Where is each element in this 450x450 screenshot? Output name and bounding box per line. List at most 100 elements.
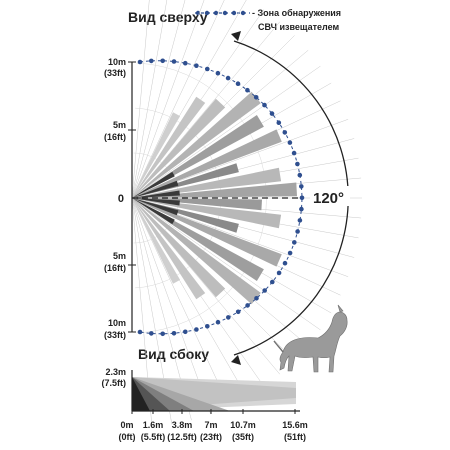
side-x-label-3-8m: 3.8m — [172, 420, 193, 430]
detection-zone-dot — [137, 329, 143, 335]
detection-zone-dot — [295, 161, 300, 167]
y-label-5m-bottom: 5m — [113, 251, 126, 261]
pir-detection-beams — [132, 91, 297, 305]
side-height-meters: 2.3m — [105, 367, 126, 377]
detection-zone-dot — [235, 309, 241, 315]
detection-zone-dot — [276, 120, 282, 125]
detection-zone-dot — [299, 195, 305, 201]
detection-zone-dot — [297, 218, 303, 223]
pir-beam — [132, 91, 261, 198]
detection-zone-dot — [297, 172, 303, 178]
detection-zone-dot — [205, 66, 210, 72]
side-x-label-0m: 0m — [120, 420, 133, 430]
side-x-label-5-5ft: (5.5ft) — [141, 432, 166, 442]
detection-zone-dot — [245, 87, 250, 93]
side-x-label-12-5ft: (12.5ft) — [167, 432, 197, 442]
detection-zone-dot — [171, 331, 177, 336]
side-x-label-23ft: (23ft) — [200, 432, 222, 442]
detection-zone-dot — [183, 329, 188, 335]
detection-zone-dot — [270, 279, 275, 285]
detection-zone-dot — [292, 240, 297, 245]
grid-ray — [131, 197, 321, 331]
detection-zone-dot — [205, 324, 210, 329]
pir-beam — [132, 167, 282, 198]
detection-zone-dot — [262, 102, 267, 108]
detection-zone-dot — [245, 303, 250, 308]
detection-zone-dot — [215, 70, 221, 76]
y-label-5m-top: 5m — [113, 120, 126, 130]
detection-zone-dot — [215, 319, 221, 325]
detection-zone-dot — [235, 81, 241, 86]
pir-beam — [132, 129, 282, 198]
pir-beam — [132, 198, 282, 267]
pir-beam-near — [132, 180, 179, 198]
grid-ray — [131, 197, 230, 407]
detection-zone-dot — [282, 260, 288, 266]
detection-zone-dot — [269, 111, 275, 116]
side-x-label-1-6m: 1.6m — [143, 420, 164, 430]
legend-line-1: - Зона обнаружения — [252, 8, 341, 18]
detection-zone-dot — [225, 75, 231, 81]
legend: - Зона обнаружения СВЧ извещателем — [195, 8, 341, 32]
side-x-label-10-7m: 10.7m — [230, 420, 256, 430]
angle-indicator: 120° — [231, 31, 350, 365]
dog-silhouette-icon — [273, 304, 348, 373]
legend-line-2: СВЧ извещателем — [258, 22, 340, 32]
side-beam-floor — [132, 377, 150, 411]
grid-ray — [131, 197, 211, 415]
side-x-label-7m: 7m — [204, 420, 217, 430]
side-height-feet: (7.5ft) — [102, 378, 127, 388]
y-label-10m-top: 10m — [108, 57, 126, 67]
pir-beam — [132, 96, 206, 198]
grid-ray — [131, 65, 321, 199]
detection-zone-dot — [287, 140, 293, 145]
detection-zone-dot — [183, 60, 188, 66]
detection-zone-dot — [194, 327, 199, 332]
detection-zone-dot — [299, 206, 304, 212]
detection-zone-dot — [291, 150, 297, 156]
detection-zone-dot — [160, 331, 165, 337]
grid-ray — [131, 0, 186, 199]
pir-beam — [132, 198, 206, 300]
side-x-label-0ft: (0ft) — [119, 432, 136, 442]
y-label-10m-bottom: 10m — [108, 318, 126, 328]
grid-ray — [131, 0, 205, 199]
pir-beam-near — [132, 198, 179, 216]
y-label-16ft-bottom: (16ft) — [104, 263, 126, 273]
grid-ray — [131, 0, 168, 199]
side-view — [131, 370, 300, 414]
angle-label: 120° — [313, 190, 344, 207]
pir-beam — [132, 198, 261, 305]
detection-zone-dot — [137, 59, 143, 65]
detection-zone-dot — [282, 130, 288, 135]
detection-zone-dot — [262, 288, 268, 293]
detection-zone-dot — [254, 296, 259, 301]
detection-zone-dot — [253, 95, 259, 100]
side-x-label-51ft: (51ft) — [284, 432, 306, 442]
detection-zone-dot — [171, 59, 177, 64]
detection-zone-dot — [226, 315, 231, 320]
detection-zone-dot — [149, 331, 154, 336]
y-label-16ft-top: (16ft) — [104, 132, 126, 142]
detection-zone-dot — [149, 58, 154, 64]
detection-zone-dot — [160, 58, 165, 64]
y-label-33ft-bottom: (33ft) — [104, 330, 126, 340]
microwave-detection-zone — [137, 58, 305, 337]
pir-beam-near — [132, 198, 180, 206]
grid-ray — [131, 0, 150, 199]
detection-zone-dot — [295, 229, 300, 234]
detection-zone-dot — [194, 63, 199, 68]
pir-beam-near — [132, 171, 175, 198]
y-label-zero: 0 — [118, 193, 124, 205]
pir-beam — [132, 98, 226, 198]
detection-zone-dot — [276, 270, 282, 276]
pir-beam — [132, 112, 181, 198]
y-label-33ft-top: (33ft) — [104, 68, 126, 78]
pir-beam-near — [132, 198, 175, 225]
detection-zone-dot — [287, 250, 293, 256]
pir-beam — [132, 198, 181, 284]
side-x-label-35ft: (35ft) — [232, 432, 254, 442]
side-x-label-15-6m: 15.6m — [282, 420, 308, 430]
pir-beam-near — [132, 190, 180, 198]
